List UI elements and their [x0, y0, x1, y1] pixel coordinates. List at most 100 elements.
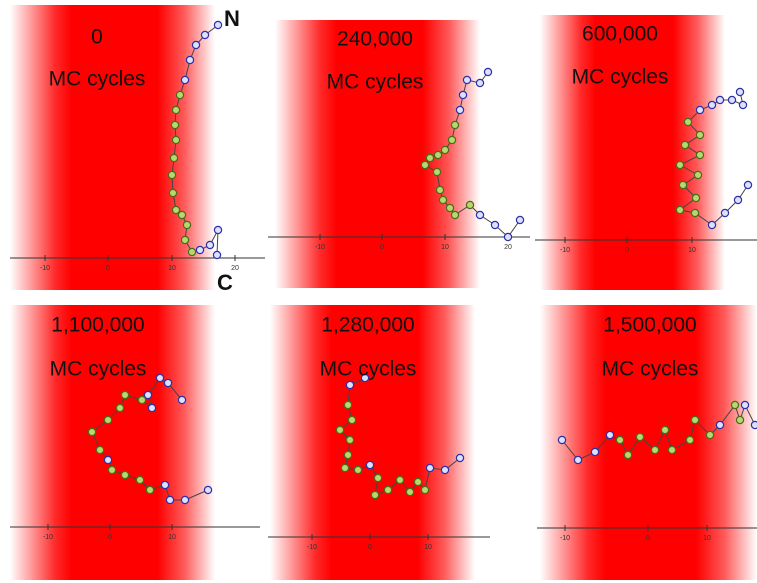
- polar-residue: [721, 209, 728, 216]
- hydrophobic-residue: [169, 189, 176, 196]
- polar-residue: [196, 246, 203, 253]
- cycle-unit: MC cycles: [320, 358, 417, 381]
- cycle-count: 0: [91, 26, 103, 49]
- hydrophobic-residue: [736, 416, 743, 423]
- polar-residue: [456, 106, 463, 113]
- hydrophobic-residue: [116, 404, 123, 411]
- hydrophobic-residue: [466, 201, 473, 208]
- tick-label: -10: [43, 534, 53, 541]
- polar-residue: [104, 456, 111, 463]
- c-terminus: C: [217, 270, 233, 295]
- figure: -10010200MC cycles-1001020240,000MC cycl…: [0, 0, 757, 583]
- cycle-unit: MC cycles: [572, 66, 669, 89]
- tick-label: -10: [560, 247, 570, 254]
- hydrophobic-residue: [691, 209, 698, 216]
- polar-residue: [346, 381, 353, 388]
- hydrophobic-residue: [439, 196, 446, 203]
- polar-residue: [751, 421, 757, 428]
- hydrophobic-residue: [178, 211, 185, 218]
- membrane-band: [275, 20, 480, 288]
- hydrophobic-residue: [384, 486, 391, 493]
- polar-residue: [426, 464, 433, 471]
- polar-residue: [456, 454, 463, 461]
- tick-label: -10: [560, 535, 570, 542]
- tick-label: 10: [424, 544, 432, 551]
- polar-residue: [181, 76, 188, 83]
- cycle-count: 1,280,000: [321, 314, 414, 337]
- hydrophobic-residue: [636, 433, 643, 440]
- polar-residue: [186, 56, 193, 63]
- hydrophobic-residue: [679, 181, 686, 188]
- hydrophobic-residue: [348, 416, 355, 423]
- hydrophobic-residue: [396, 476, 403, 483]
- hydrophobic-residue: [341, 464, 348, 471]
- polar-residue: [166, 496, 173, 503]
- polar-residue: [204, 486, 211, 493]
- polar-residue: [734, 196, 741, 203]
- hydrophobic-residue: [121, 471, 128, 478]
- polar-residue: [491, 221, 498, 228]
- hydrophobic-residue: [446, 204, 453, 211]
- membrane-band: [10, 305, 215, 580]
- hydrophobic-residue: [136, 476, 143, 483]
- hydrophobic-residue: [694, 171, 701, 178]
- polar-residue: [708, 221, 715, 228]
- hydrophobic-residue: [436, 186, 443, 193]
- cycle-unit: MC cycles: [49, 68, 146, 91]
- hydrophobic-residue: [451, 121, 458, 128]
- polar-residue: [716, 96, 723, 103]
- hydrophobic-residue: [181, 236, 188, 243]
- polar-residue: [739, 101, 746, 108]
- hydrophobic-residue: [104, 416, 111, 423]
- membrane-band: [270, 305, 475, 580]
- hydrophobic-residue: [661, 426, 668, 433]
- tick-label: 20: [504, 244, 512, 251]
- hydrophobic-residue: [371, 491, 378, 498]
- polar-residue: [192, 41, 199, 48]
- tick-label: 0: [646, 535, 650, 542]
- polar-residue: [463, 76, 470, 83]
- hydrophobic-residue: [108, 466, 115, 473]
- hydrophobic-residue: [421, 486, 428, 493]
- hydrophobic-residue: [121, 391, 128, 398]
- polar-residue: [214, 226, 221, 233]
- hydrophobic-residue: [691, 416, 698, 423]
- hydrophobic-residue: [168, 171, 175, 178]
- hydrophobic-residue: [336, 426, 343, 433]
- polar-residue: [476, 79, 483, 86]
- polar-residue: [606, 431, 613, 438]
- hydrophobic-residue: [406, 488, 413, 495]
- hydrophobic-residue: [441, 146, 448, 153]
- polar-residue: [741, 401, 748, 408]
- polar-residue: [213, 251, 220, 258]
- polar-residue: [736, 88, 743, 95]
- polar-residue: [181, 496, 188, 503]
- hydrophobic-residue: [172, 206, 179, 213]
- hydrophobic-residue: [346, 436, 353, 443]
- tick-label: 0: [108, 534, 112, 541]
- polar-residue: [164, 379, 171, 386]
- hydrophobic-residue: [676, 161, 683, 168]
- hydrophobic-residue: [171, 121, 178, 128]
- hydrophobic-residue: [374, 474, 381, 481]
- tick-label: 10: [168, 534, 176, 541]
- n-terminus: N: [224, 6, 240, 31]
- polar-residue: [708, 101, 715, 108]
- polar-residue: [156, 374, 163, 381]
- hydrophobic-residue: [686, 436, 693, 443]
- tick-label: -10: [307, 544, 317, 551]
- hydrophobic-residue: [188, 248, 195, 255]
- cycle-count: 240,000: [337, 28, 413, 51]
- hydrophobic-residue: [146, 486, 153, 493]
- polar-residue: [148, 404, 155, 411]
- hydrophobic-residue: [676, 206, 683, 213]
- hydrophobic-residue: [88, 428, 95, 435]
- hydrophobic-residue: [692, 194, 699, 201]
- hydrophobic-residue: [668, 446, 675, 453]
- cycle-count: 1,500,000: [603, 314, 696, 337]
- hydrophobic-residue: [170, 154, 177, 161]
